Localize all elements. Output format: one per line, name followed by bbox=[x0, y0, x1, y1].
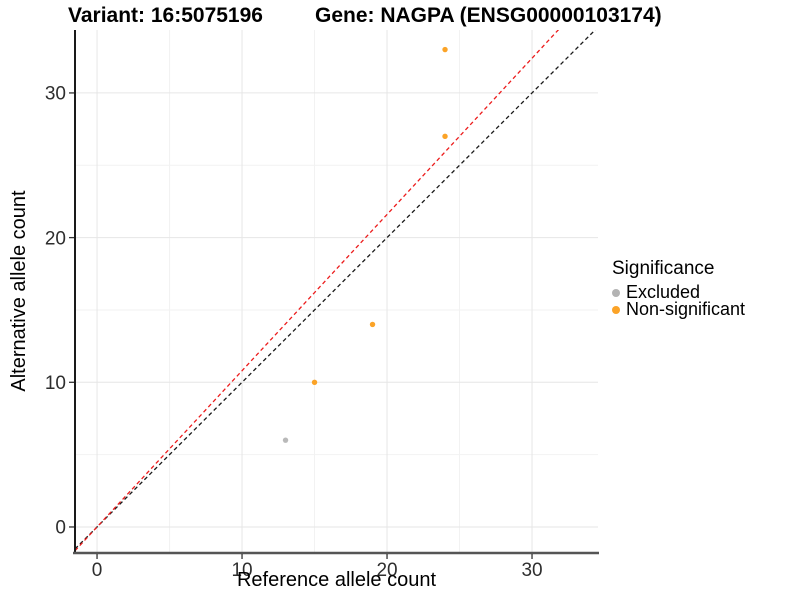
gene-title: Gene: NAGPA (ENSG00000103174) bbox=[315, 4, 662, 27]
excluded-dot-icon bbox=[612, 288, 620, 297]
y-tick-label: 30 bbox=[45, 84, 66, 105]
legend-title: Significance bbox=[612, 258, 715, 279]
legend-item-label: Excluded bbox=[626, 282, 701, 302]
non-significant-dot-icon bbox=[612, 305, 620, 314]
legend-item-non-significant: Non-significant bbox=[612, 299, 746, 319]
y-axis-title: Alternative allele count bbox=[8, 190, 30, 392]
data-point bbox=[442, 46, 448, 53]
x-tick-label: 20 bbox=[376, 560, 397, 581]
variant-title: Variant: 16:5075196 bbox=[68, 4, 263, 27]
data-point bbox=[282, 437, 289, 443]
y-tick-label: 10 bbox=[45, 373, 66, 394]
y-tick-label: 20 bbox=[45, 228, 66, 249]
legend-item-excluded: Excluded bbox=[612, 282, 745, 302]
data-point bbox=[311, 379, 318, 385]
y-tick-label: 0 bbox=[55, 518, 66, 539]
legend: Significance Excluded Non-significant bbox=[612, 258, 746, 319]
x-tick-label: 30 bbox=[521, 560, 542, 581]
identity-line bbox=[75, 30, 597, 550]
legend-item-label: Non-significant bbox=[626, 299, 746, 319]
x-tick-label: 10 bbox=[231, 560, 252, 581]
x-axis-title: Reference allele count bbox=[236, 569, 436, 591]
x-tick-label: 0 bbox=[92, 560, 103, 581]
data-point bbox=[369, 321, 376, 328]
expected-ratio-line bbox=[75, 30, 560, 552]
data-point bbox=[442, 133, 448, 140]
